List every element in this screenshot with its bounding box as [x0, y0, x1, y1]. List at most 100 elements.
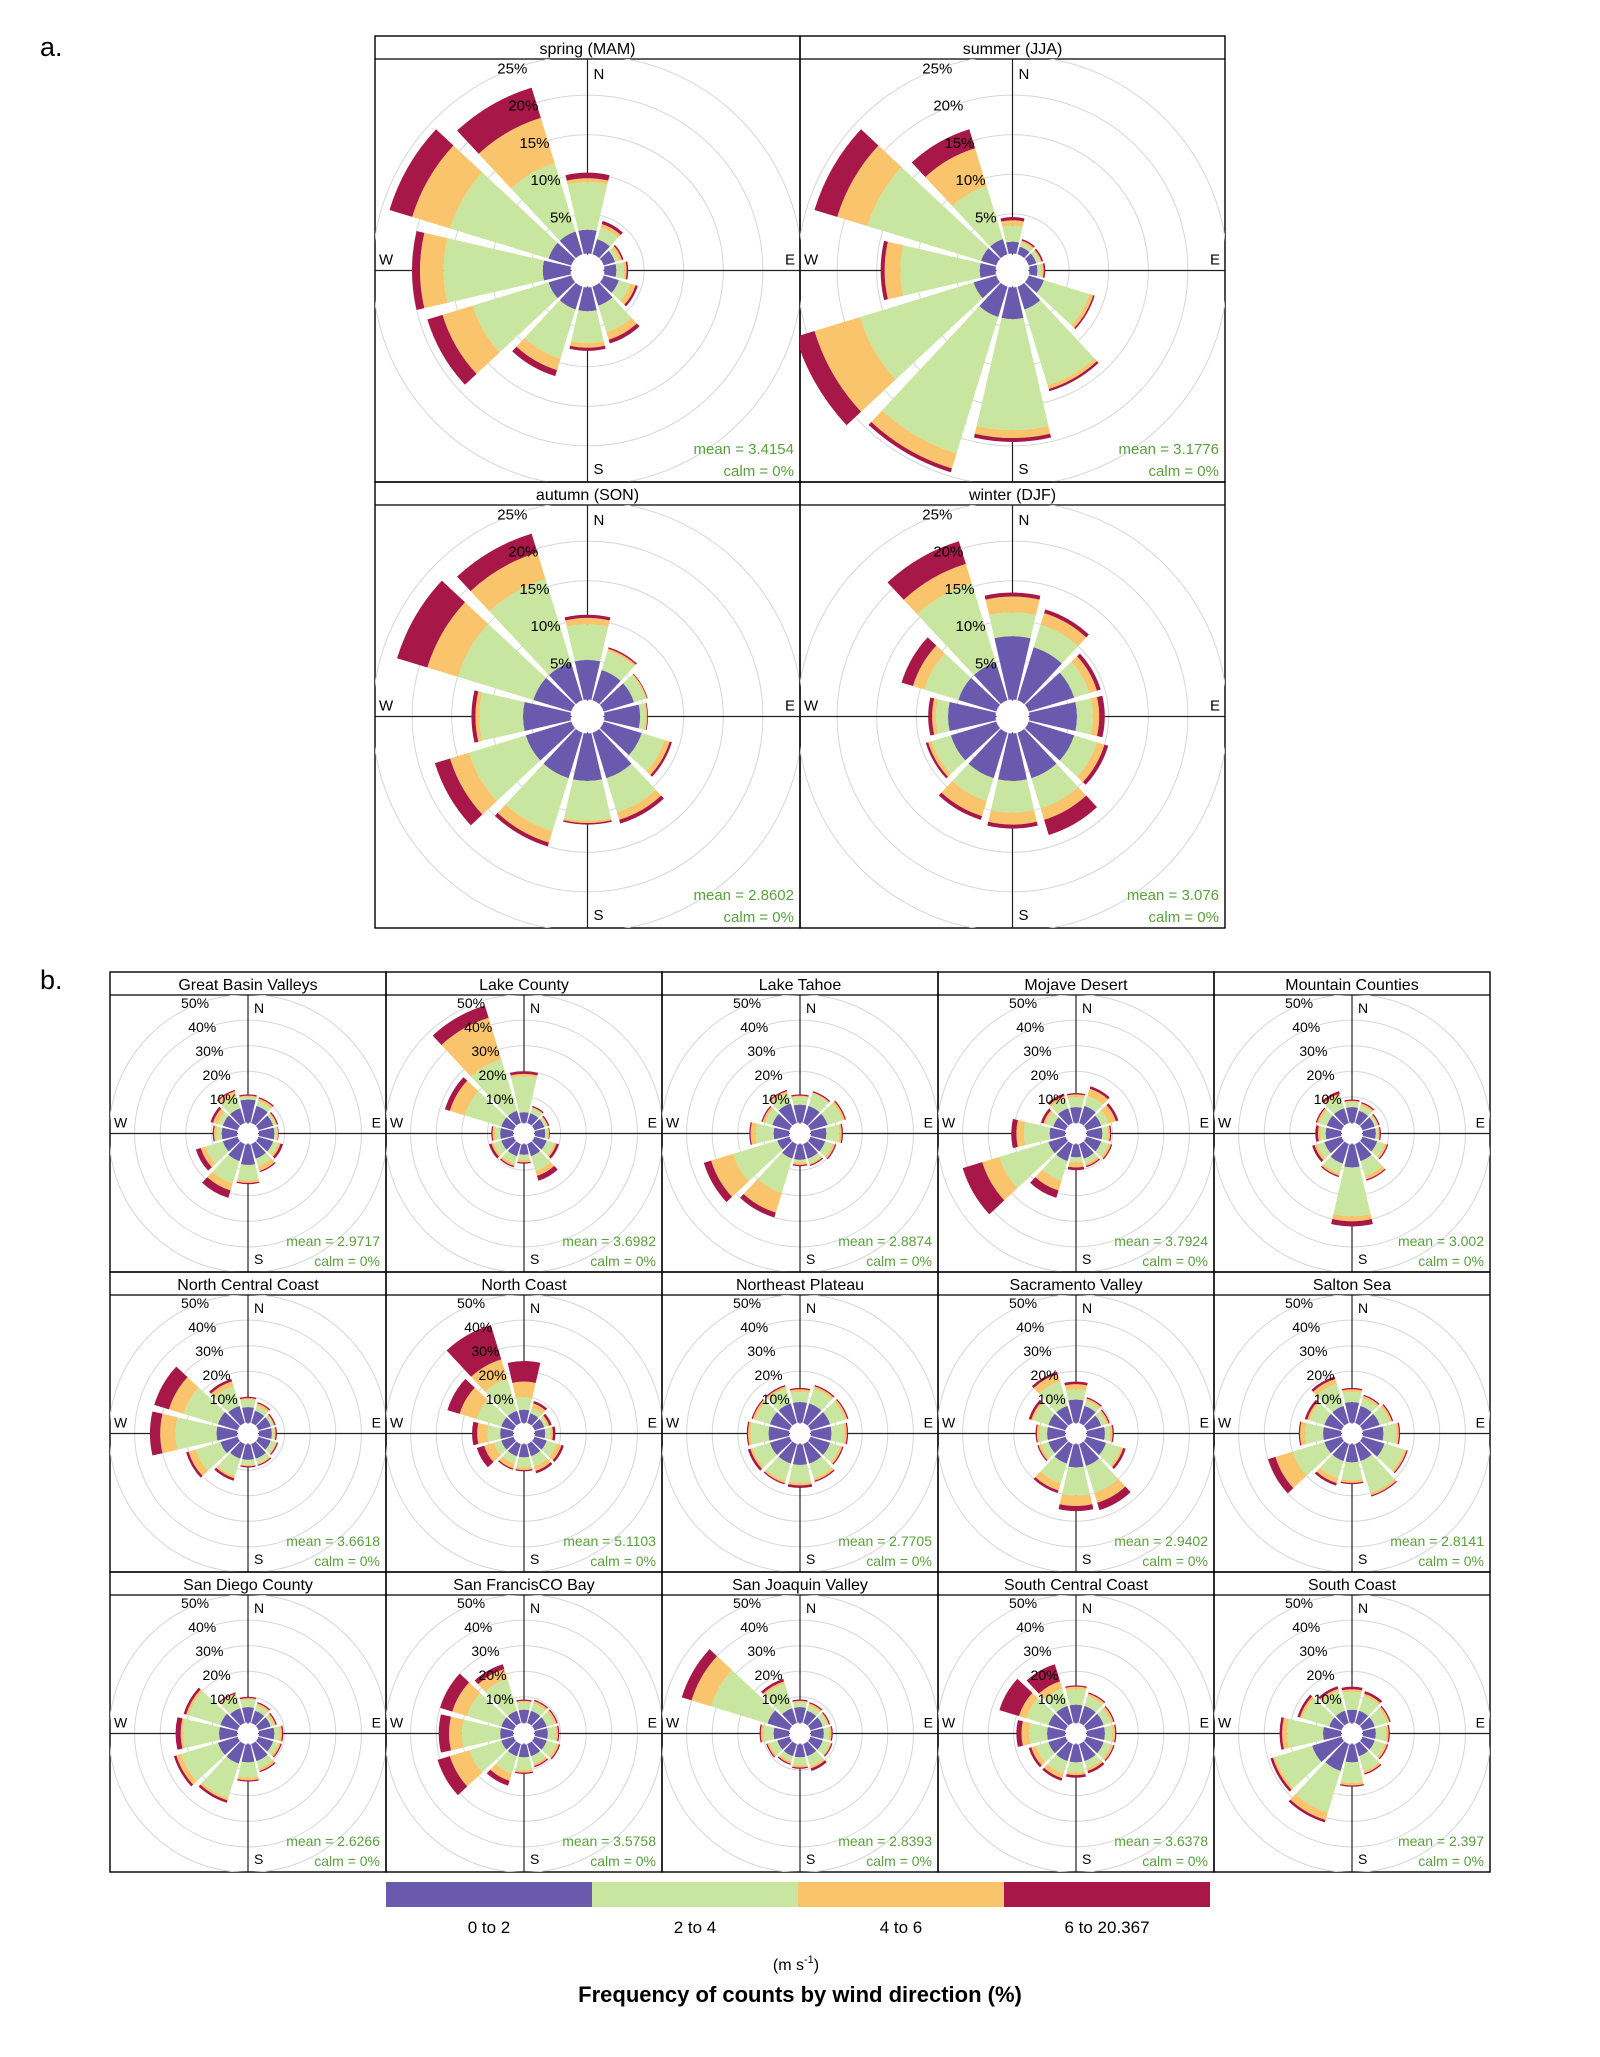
petal-segment — [1111, 1424, 1114, 1443]
petal-segment — [195, 1441, 227, 1471]
petal-segment — [1380, 1705, 1391, 1723]
petal-segment — [240, 1399, 256, 1408]
petal-segment — [1056, 1705, 1073, 1726]
petal-segment — [1342, 1391, 1362, 1403]
petal-segment — [1084, 1713, 1104, 1731]
petal-segment — [962, 1162, 1005, 1215]
petal-segment — [258, 1760, 275, 1771]
mean-label: mean = 2.8141 — [1390, 1533, 1484, 1549]
petal-segment — [810, 1728, 824, 1739]
petal-segment — [1341, 1686, 1363, 1691]
north-label: N — [1358, 1300, 1368, 1316]
ring-label: 30% — [1023, 1643, 1051, 1659]
north-label: N — [594, 66, 605, 83]
mean-label: mean = 2.397 — [1398, 1833, 1484, 1849]
petal-segment — [644, 703, 648, 730]
petal-segment — [1044, 1688, 1068, 1713]
petal-segment — [988, 810, 1037, 825]
south-label: S — [1358, 1251, 1367, 1267]
petal-segment — [564, 614, 611, 621]
petal-segment — [1363, 1762, 1381, 1774]
petal-segment — [1024, 1121, 1051, 1146]
petal-segment — [1360, 1454, 1395, 1493]
petal-segment — [1373, 1406, 1390, 1426]
south-label: S — [1082, 1251, 1091, 1267]
petal-segment — [625, 261, 629, 280]
petal-segment — [1340, 1481, 1364, 1485]
ring-label: 15% — [944, 581, 974, 598]
petal-segment — [472, 1421, 479, 1446]
petal-segment — [1297, 1694, 1313, 1718]
petal-segment — [484, 1442, 501, 1462]
petal-segment — [1109, 1125, 1112, 1142]
petal-segment — [267, 1414, 275, 1426]
calm-label: calm = 0% — [866, 1253, 932, 1269]
petal-segment — [830, 1726, 833, 1741]
petal-segment — [1017, 728, 1057, 779]
ring-label: 25% — [497, 60, 527, 77]
petal-segment — [749, 1122, 752, 1145]
petal-segment — [265, 1440, 276, 1454]
petal-segment — [210, 1381, 234, 1398]
east-label: E — [924, 1715, 933, 1731]
panel-label-b: b. — [40, 965, 63, 995]
petal-segment — [1316, 1467, 1339, 1484]
petal-segment — [792, 1699, 808, 1702]
petal-segment — [766, 1743, 776, 1758]
petal-segment — [623, 675, 646, 703]
petal-segment — [1360, 1154, 1383, 1176]
petal-segment — [519, 1144, 529, 1155]
petal-segment — [773, 1127, 790, 1140]
petal-segment — [272, 1143, 283, 1159]
petal-segment — [763, 1725, 775, 1742]
petal-segment — [808, 1113, 828, 1131]
petal-segment — [777, 1756, 791, 1765]
petal-segment — [1048, 1436, 1068, 1454]
petal-segment — [767, 1710, 792, 1731]
petal-segment — [793, 1159, 807, 1163]
petal-segment — [237, 1776, 259, 1781]
petal-segment — [256, 1417, 271, 1431]
petal-segment — [792, 1161, 808, 1165]
petal-segment — [985, 596, 1040, 616]
petal-segment — [257, 1456, 271, 1465]
petal-segment — [1079, 1441, 1100, 1467]
petal-segment — [515, 1466, 533, 1471]
petal-segment — [1048, 1136, 1068, 1154]
petal-segment — [534, 1428, 546, 1439]
petal-segment — [1036, 280, 1090, 326]
petal-segment — [976, 317, 1049, 431]
petal-segment — [1362, 1396, 1379, 1407]
legend-unit: (m s-1) — [773, 1954, 819, 1974]
ring-label: 10% — [1038, 1091, 1066, 1107]
petal-segment — [542, 1115, 550, 1127]
petal-segment — [803, 1403, 822, 1426]
petal-segment — [255, 1152, 272, 1167]
petal-segment — [214, 1467, 235, 1481]
petal-segment — [789, 1387, 811, 1391]
north-label: N — [1358, 1600, 1368, 1616]
petal-segment — [771, 1093, 791, 1111]
petal-segment — [525, 721, 576, 761]
ring-label: 50% — [733, 1595, 761, 1611]
petal-segment — [803, 1710, 817, 1726]
petal-segment — [792, 1700, 808, 1703]
ring-label: 10% — [1038, 1391, 1066, 1407]
petal-segment — [517, 1161, 531, 1164]
petal-segment — [494, 812, 549, 847]
petal-segment — [1342, 1691, 1362, 1711]
petal-segment — [507, 1361, 541, 1383]
petal-segment — [1097, 1708, 1111, 1726]
petal-segment — [599, 250, 616, 266]
petal-segment — [1376, 1743, 1387, 1759]
petal-segment — [543, 728, 583, 779]
petal-segment — [1077, 653, 1101, 691]
ring-label: 50% — [733, 1295, 761, 1311]
petal-segment — [1047, 1726, 1066, 1741]
petal-segment — [999, 1141, 1055, 1189]
petal-segment — [1275, 1451, 1307, 1489]
petal-segment — [1096, 695, 1105, 738]
petal-segment — [518, 1154, 530, 1160]
